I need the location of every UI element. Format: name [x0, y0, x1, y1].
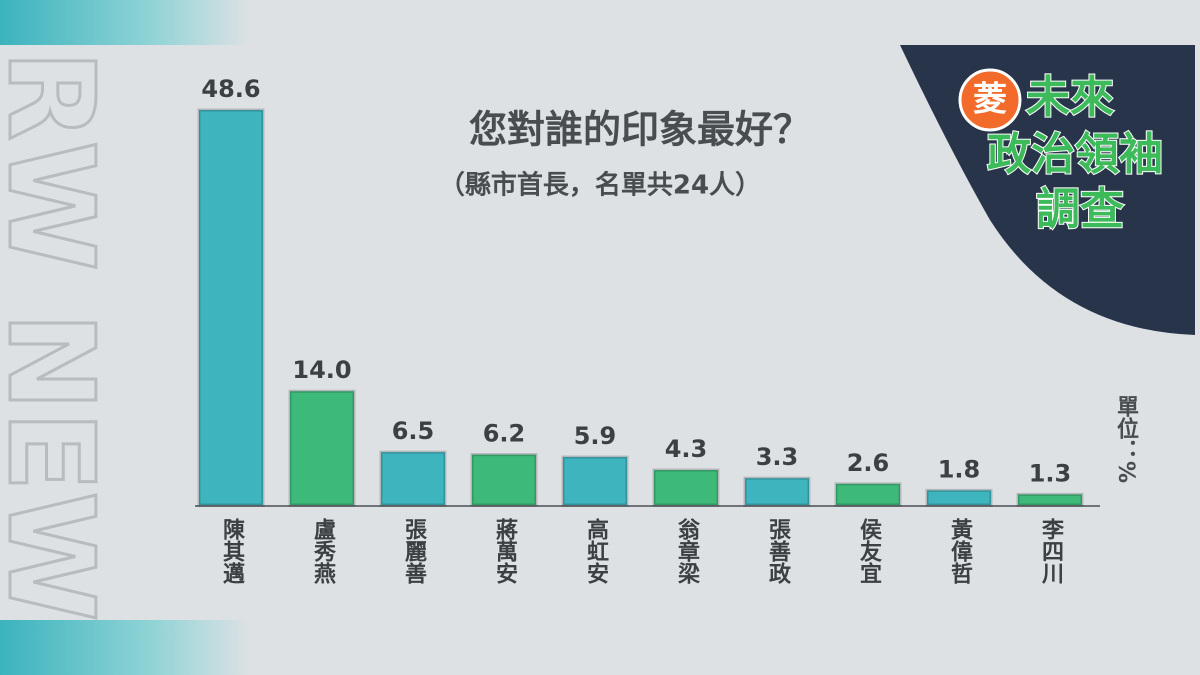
x-tick-label: 黃偉哲	[947, 517, 973, 584]
bar	[743, 476, 811, 507]
bar	[288, 389, 356, 507]
bar	[652, 468, 720, 507]
value-label: 2.6	[847, 449, 890, 477]
badge-mark: 菱	[973, 80, 1007, 120]
top-strip	[0, 0, 250, 45]
badge: 菱 未來 政治領袖 調查	[900, 45, 1195, 335]
x-tick-label: 盧秀燕	[310, 517, 337, 585]
chart-subtitle: （縣市首長，名單共24人）	[439, 170, 761, 201]
badge-circle	[958, 68, 1022, 132]
x-tick-label: 李四川	[1038, 518, 1065, 584]
x-tick-label: 陳其邁	[219, 517, 245, 584]
x-tick-label: 張善政	[765, 518, 791, 585]
bottom-strip	[0, 620, 250, 675]
value-label: 6.2	[483, 420, 526, 448]
bar	[925, 488, 993, 507]
unit-label: 單位：%	[1113, 395, 1139, 483]
badge-line: 政治領袖	[987, 129, 1163, 180]
badge-line: 未來	[1026, 72, 1114, 123]
value-label: 4.3	[665, 435, 708, 463]
chart-title: 您對誰的印象最好？	[469, 108, 811, 152]
value-label: 1.3	[1029, 459, 1072, 487]
bar	[834, 482, 902, 507]
x-tick-label: 高虹安	[583, 517, 609, 584]
value-label: 5.9	[574, 422, 617, 450]
badge-line: 調查	[1036, 184, 1124, 235]
bar	[470, 453, 538, 507]
bar	[379, 450, 447, 507]
bar	[197, 108, 265, 507]
value-label: 6.5	[392, 417, 435, 445]
x-tick-label: 蔣萬安	[492, 518, 518, 584]
watermark: RW NEW	[0, 50, 120, 622]
x-tick-label: 侯友宜	[856, 518, 882, 584]
value-label: 48.6	[201, 75, 260, 103]
x-tick-label: 張麗善	[401, 518, 427, 585]
bar	[1016, 492, 1084, 507]
x-tick-label: 翁章梁	[674, 517, 701, 584]
value-label: 3.3	[756, 443, 799, 471]
bar	[561, 455, 629, 507]
value-label: 14.0	[292, 356, 351, 384]
value-label: 1.8	[938, 455, 981, 483]
